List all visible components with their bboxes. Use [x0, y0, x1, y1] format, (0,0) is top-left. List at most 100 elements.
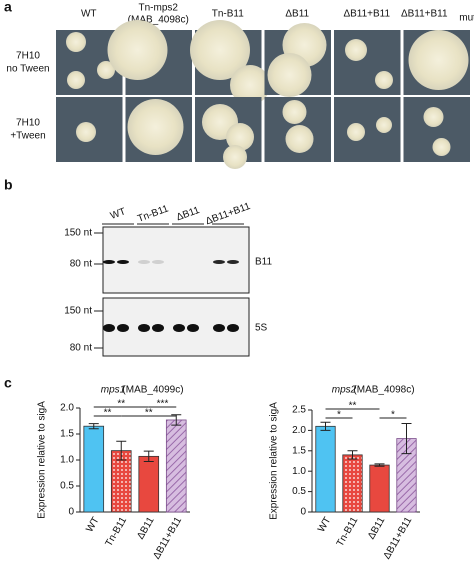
- y-tick-label: 1.5: [292, 445, 306, 456]
- colony-photo: [264, 97, 331, 162]
- chart-title: mps1: [101, 385, 125, 396]
- blot-label: 5S: [255, 323, 268, 334]
- y-tick-label: 0.5: [292, 486, 306, 497]
- blot-band: [103, 260, 115, 264]
- panel-letter: b: [4, 177, 13, 193]
- colony: [190, 20, 250, 80]
- column-header: Tn-mps2: [139, 3, 179, 14]
- colony: [423, 107, 444, 127]
- row-label: 7H10: [16, 118, 40, 129]
- size-marker: 150 nt: [64, 306, 92, 317]
- size-marker: 80 nt: [70, 343, 92, 354]
- column-header: Tn-B11: [212, 9, 244, 20]
- chart-title: mps2: [332, 385, 357, 396]
- colony: [375, 71, 393, 89]
- column-header: WT: [81, 9, 97, 20]
- colony-photo: [56, 97, 123, 162]
- y-tick-label: 2.0: [292, 425, 306, 436]
- column-subscript: mutated: [459, 13, 474, 24]
- colony: [66, 32, 86, 52]
- lane-label: Tn-B11: [136, 203, 170, 224]
- chart-subtitle: (MAB_4098c): [353, 385, 414, 396]
- colony: [347, 123, 365, 141]
- blot-band: [138, 260, 150, 264]
- blot: [102, 226, 250, 294]
- y-tick-label: 0: [300, 507, 306, 518]
- blot-band: [103, 324, 115, 332]
- blot-band: [152, 260, 164, 264]
- colony-photo: [264, 23, 331, 97]
- lane-label: WT: [109, 206, 127, 222]
- colony-photo: [334, 97, 401, 162]
- blot-band: [117, 324, 129, 332]
- bar: [138, 455, 160, 513]
- y-tick-label: 2.5: [292, 405, 306, 416]
- colony: [432, 138, 451, 156]
- blot-label: B11: [255, 257, 272, 268]
- chart-subtitle: (MAB_4099c): [122, 385, 183, 396]
- y-axis-label: Expression relative to sigA: [269, 402, 280, 520]
- significance-label: **: [145, 408, 153, 419]
- significance-label: **: [104, 408, 112, 419]
- x-tick-label: Tn-B11: [335, 515, 361, 549]
- x-tick-label: ΔB11: [135, 515, 157, 541]
- colony-photo: [107, 20, 192, 95]
- colony-photo: [403, 30, 470, 95]
- significance-label: ***: [157, 399, 169, 410]
- error-bar: [347, 450, 358, 460]
- colony-photo: [125, 97, 192, 162]
- column-header: (MAB_4098c): [128, 15, 189, 26]
- colony: [107, 20, 168, 80]
- error-bar: [143, 450, 154, 463]
- colony: [267, 53, 312, 97]
- y-tick-label: 0: [68, 507, 74, 518]
- x-tick-label: ΔB11+B11: [151, 515, 184, 561]
- significance-label: **: [349, 401, 357, 412]
- bar: [342, 454, 363, 513]
- size-marker: 80 nt: [70, 259, 92, 270]
- colony: [76, 122, 96, 142]
- x-tick-label: Tn-B11: [104, 515, 130, 549]
- colony: [408, 30, 469, 90]
- blot-band: [213, 324, 225, 332]
- colony-photo: [334, 30, 401, 95]
- row-label: +Tween: [10, 131, 45, 142]
- blot-band: [173, 324, 185, 332]
- colony: [226, 123, 254, 151]
- blot-band: [227, 260, 239, 264]
- row-label: no Tween: [6, 64, 49, 75]
- lane-label: ΔB11: [175, 205, 201, 224]
- row-label: 7H10: [16, 51, 40, 62]
- blot-band: [213, 260, 225, 264]
- colony-photo: [403, 97, 470, 162]
- colony: [376, 117, 392, 133]
- y-tick-label: 2.0: [60, 403, 74, 414]
- error-bar: [88, 423, 99, 430]
- lane-label: ΔB11+B11: [204, 201, 252, 227]
- y-tick-label: 1.5: [60, 429, 74, 440]
- colony-photo: [190, 20, 270, 105]
- error-bar: [320, 421, 331, 431]
- column-header: ΔB11+B11: [401, 9, 448, 20]
- y-axis-label: Expression relative to sigA: [37, 401, 48, 519]
- bar: [165, 419, 187, 513]
- blot-band: [117, 260, 129, 264]
- error-bar: [116, 440, 127, 461]
- colony: [282, 100, 307, 124]
- size-marker: 150 nt: [64, 228, 92, 239]
- colony: [345, 39, 367, 61]
- y-tick-label: 1.0: [60, 455, 74, 466]
- colony: [127, 99, 184, 155]
- column-header: ΔB11: [285, 9, 309, 20]
- colony: [97, 61, 115, 79]
- error-bar: [374, 463, 385, 467]
- colony: [230, 65, 270, 105]
- x-tick-label: ΔB11: [366, 515, 388, 541]
- x-tick-label: WT: [316, 515, 333, 534]
- bar: [369, 464, 390, 513]
- colony: [67, 71, 85, 89]
- colony-photo: [195, 97, 262, 169]
- blot-band: [227, 324, 239, 332]
- significance-label: **: [117, 399, 125, 410]
